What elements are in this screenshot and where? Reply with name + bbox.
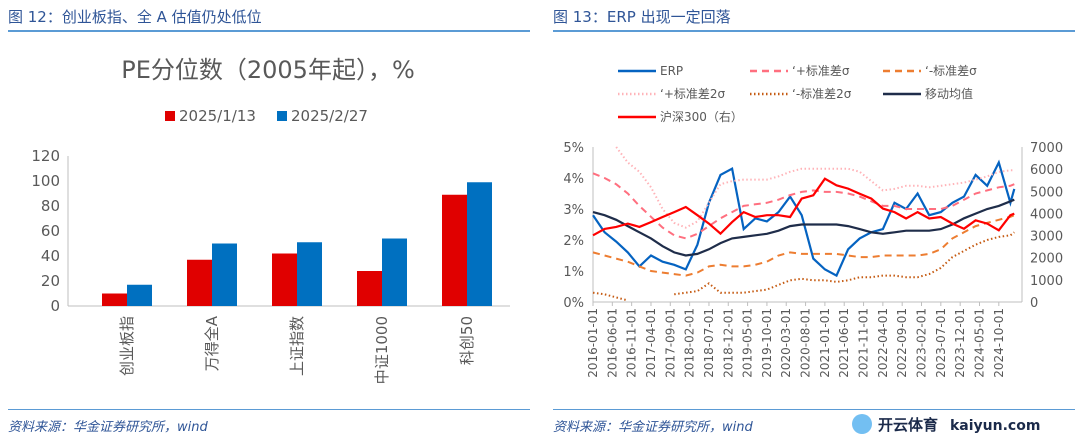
x-tick-label: 2016-06-01 — [605, 308, 619, 378]
x-tick-label: 2022-04-01 — [876, 308, 890, 378]
svg-text:kaiyun.com: kaiyun.com — [950, 418, 1040, 434]
bar-0-2 — [272, 253, 297, 306]
x-tick-label: 2023-12-01 — [953, 308, 967, 378]
left-footer-rule — [8, 409, 530, 410]
left-figure-title: 图 12：创业板指、全 A 估值仍处低位 — [8, 8, 262, 26]
bar-0-3 — [357, 271, 382, 306]
legend-label-0: ERP — [660, 64, 683, 78]
bar-1-0 — [127, 284, 152, 306]
y-right-tick-label: 2000 — [1030, 252, 1063, 267]
series-line-0 — [592, 159, 1016, 278]
x-tick-label: 2022-09-01 — [895, 308, 909, 378]
y-left-tick-label: 4% — [563, 172, 584, 187]
watermark-logo: 开云体育 kaiyun.com — [850, 411, 1075, 441]
y-right-tick-label: 3000 — [1030, 230, 1063, 245]
y-right-tick-label: 6000 — [1030, 163, 1063, 178]
y-left-tick-label: 2% — [563, 234, 584, 249]
x-tick-label: 2021-11-01 — [857, 308, 871, 378]
y-tick-label: 120 — [31, 147, 60, 165]
y-tick-label: 0 — [50, 297, 60, 315]
y-left-tick-label: 5% — [563, 141, 584, 156]
legend-label-4: ‘-标准差2σ — [792, 87, 852, 101]
y-tick-label: 20 — [41, 272, 60, 290]
legend-label-6: 沪深300（右） — [660, 109, 743, 124]
category-label: 中证1000 — [373, 316, 391, 384]
y-right-tick-label: 0 — [1030, 296, 1038, 311]
y-right-tick-label: 1000 — [1030, 274, 1063, 289]
y-left-tick-label: 0% — [563, 296, 584, 311]
right-source: 资料来源：华金证券研究所，wind — [553, 420, 753, 435]
legend-label-5: 移动均值 — [925, 86, 973, 101]
legend-swatch-1 — [277, 111, 287, 121]
x-tick-label: 2016-11-01 — [625, 308, 639, 378]
series-line-5 — [592, 198, 1015, 257]
y-right-tick-label: 7000 — [1030, 141, 1063, 156]
legend-label-2: ‘-标准差σ — [925, 64, 977, 78]
bar-0-1 — [187, 259, 212, 306]
y-tick-label: 100 — [31, 172, 60, 190]
x-tick-label: 2020-03-01 — [779, 308, 793, 378]
bar-1-1 — [212, 243, 237, 306]
legend-label-0: 2025/1/13 — [179, 107, 256, 125]
series-line-6 — [592, 177, 1015, 237]
legend-label-1: 2025/2/27 — [291, 107, 368, 125]
x-tick-label: 2018-02-01 — [683, 308, 697, 378]
x-tick-label: 2023-02-01 — [915, 308, 929, 378]
x-tick-label: 2019-05-01 — [741, 308, 755, 378]
y-tick-label: 60 — [41, 222, 60, 240]
category-label: 创业板指 — [118, 316, 136, 376]
x-tick-label: 2016-01-01 — [586, 308, 600, 378]
x-tick-label: 2021-01-01 — [818, 308, 832, 378]
x-tick-label: 2019-10-01 — [760, 308, 774, 378]
x-tick-label: 2018-12-01 — [721, 308, 735, 378]
y-right-tick-label: 5000 — [1030, 185, 1063, 200]
y-tick-label: 80 — [41, 197, 60, 215]
left-title-rule — [8, 30, 530, 32]
y-right-tick-label: 4000 — [1030, 207, 1063, 222]
x-tick-label: 2017-04-01 — [644, 308, 658, 378]
bar-1-4 — [467, 182, 492, 306]
legend-swatch-0 — [165, 111, 175, 121]
x-tick-label: 2017-09-01 — [663, 308, 677, 378]
y-left-tick-label: 3% — [563, 203, 584, 218]
svg-text:开云体育: 开云体育 — [878, 416, 938, 434]
category-label: 上证指数 — [288, 316, 306, 376]
series-line-3 — [615, 146, 1015, 229]
series-line-1 — [592, 172, 1015, 240]
x-tick-label: 2018-07-01 — [702, 308, 716, 378]
left-source: 资料来源：华金证券研究所，wind — [8, 420, 208, 435]
bar-0-0 — [102, 293, 127, 306]
right-title-rule — [553, 30, 1075, 32]
x-tick-label: 2020-08-01 — [799, 308, 813, 378]
bar-chart-title: PE分位数（2005年起），% — [121, 56, 415, 84]
x-tick-label: 2021-06-01 — [837, 308, 851, 378]
x-tick-label: 2024-10-01 — [992, 308, 1006, 378]
y-tick-label: 40 — [41, 247, 60, 265]
category-label: 科创50 — [458, 316, 476, 365]
legend-label-3: ‘+标准差2σ — [660, 87, 726, 101]
bar-1-2 — [297, 242, 322, 306]
y-left-tick-label: 1% — [563, 265, 584, 280]
bar-1-3 — [382, 238, 407, 306]
x-tick-label: 2024-05-01 — [972, 308, 986, 378]
category-label: 万得全A — [203, 315, 221, 371]
series-line-2 — [592, 214, 1015, 277]
right-footer-rule — [553, 409, 1075, 410]
bar-0-4 — [442, 194, 467, 306]
x-tick-label: 2023-07-01 — [934, 308, 948, 378]
legend-label-1: ‘+标准差σ — [792, 64, 850, 78]
right-figure-title: 图 13：ERP 出现一定回落 — [553, 8, 731, 26]
